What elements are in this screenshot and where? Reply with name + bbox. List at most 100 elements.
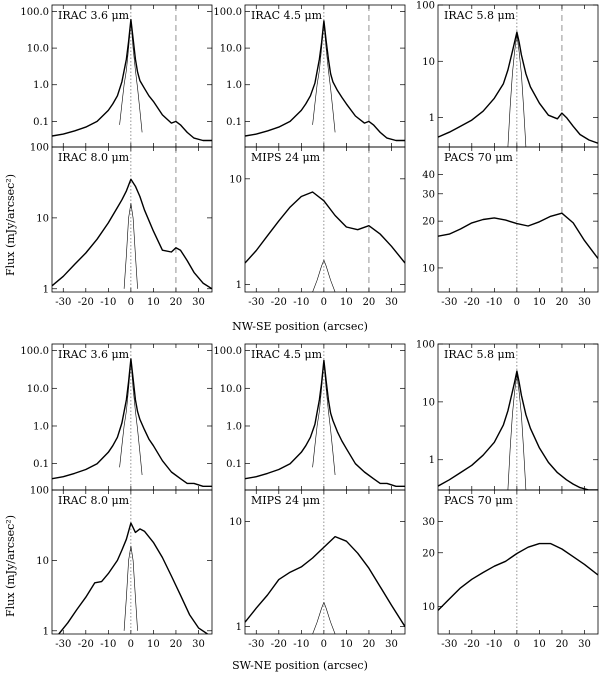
y-tick-label: 10	[422, 602, 435, 613]
x-tick-label: -30	[55, 639, 71, 650]
x-tick-label: -30	[248, 639, 264, 650]
psf-profile-line	[312, 602, 336, 634]
x-axis-label-nw-se: NW-SE position (arcsec)	[232, 320, 368, 333]
x-tick-label: -10	[293, 639, 309, 650]
panel-irac-3-6-m-sw-ne: 0.1 1.0 10.0 100.0 IRAC 3.6 μm	[20, 343, 213, 491]
panel-title: PACS 70 μm	[444, 494, 513, 507]
panel-irac-4-5-m-nw-se: 0.1 1.0 10.0 100.0 IRAC 4.5 μm	[213, 4, 406, 148]
y-tick-label: 0.1	[33, 117, 49, 128]
x-tick-label: 20	[556, 639, 569, 650]
x-tick-label: -30	[55, 297, 71, 308]
y-tick-label: 10	[36, 213, 49, 224]
y-tick-label: 1	[429, 455, 435, 466]
y-tick-label: 1	[43, 626, 49, 637]
x-tick-label: -20	[464, 297, 480, 308]
panel-title: IRAC 3.6 μm	[58, 9, 130, 22]
x-tick-label: 20	[363, 639, 376, 650]
y-tick-label: 10.0	[27, 384, 49, 395]
y-tick-label: 10.0	[220, 44, 242, 55]
psf-profile-line	[312, 361, 336, 476]
y-tick-label: 20	[422, 548, 435, 559]
panel-title: IRAC 4.5 μm	[251, 9, 323, 22]
panel-mips-24-m-nw-se: -30 -20 -10 0 10 20 30 1 10 MIPS 24 μm	[229, 146, 406, 308]
x-tick-label: -10	[100, 639, 116, 650]
panel-irac-8-0-m-nw-se: -30 -20 -10 0 10 20 30 1 10 100 IRAC 8.0 μm	[30, 143, 213, 308]
x-tick-label: 0	[321, 297, 327, 308]
source-profile-line	[438, 212, 598, 259]
panel-frame	[51, 146, 213, 293]
x-tick-label: 10	[147, 639, 160, 650]
panel-pacs-70-m-sw-ne: -30 -20 -10 0 10 20 30 10 20 30 PACS 70 μm	[422, 489, 599, 650]
y-tick-label: 10	[36, 556, 49, 567]
x-tick-label: 0	[514, 639, 520, 650]
source-profile-line	[52, 358, 212, 487]
x-tick-label: 0	[321, 639, 327, 650]
y-tick-label: 0.1	[226, 459, 242, 470]
panel-title: PACS 70 μm	[444, 151, 513, 164]
panel-irac-8-0-m-sw-ne: -30 -20 -10 0 10 20 30 1 10 100 IRAC 8.0 μm	[30, 486, 213, 650]
y-tick-label: 1	[236, 280, 242, 291]
y-tick-label: 100	[30, 143, 49, 154]
panel-mips-24-m-sw-ne: -30 -20 -10 0 10 20 30 1 10 MIPS 24 μm	[229, 489, 406, 650]
panel-irac-5-8-m-sw-ne: 1 10 100 IRAC 5.8 μm	[416, 340, 599, 491]
y-tick-label: 1.0	[33, 421, 49, 432]
panel-irac-5-8-m-nw-se: 1 10 100 IRAC 5.8 μm	[416, 1, 599, 148]
y-tick-label: 100	[30, 486, 49, 497]
y-tick-label: 1	[236, 622, 242, 633]
source-profile-line	[438, 370, 598, 490]
x-tick-label: -20	[464, 639, 480, 650]
psf-profile-line	[312, 259, 336, 292]
source-profile-line	[58, 522, 208, 634]
panel-frame	[244, 146, 406, 293]
y-tick-label: 100.0	[213, 346, 242, 357]
x-tick-label: 10	[533, 639, 546, 650]
y-tick-label: 100.0	[20, 346, 49, 357]
panel-title: IRAC 4.5 μm	[251, 348, 323, 361]
y-tick-label: 1.0	[33, 80, 49, 91]
panel-irac-3-6-m-nw-se: 0.1 1.0 10.0 100.0 IRAC 3.6 μm	[20, 4, 213, 148]
y-tick-label: 0.1	[33, 459, 49, 470]
x-tick-label: 10	[340, 639, 353, 650]
x-tick-label: 20	[170, 297, 183, 308]
panel-title: IRAC 5.8 μm	[444, 348, 516, 361]
panel-title: IRAC 8.0 μm	[58, 151, 130, 164]
panel-frame	[437, 489, 599, 635]
y-tick-label: 10	[422, 57, 435, 68]
source-profile-line	[438, 542, 598, 611]
psf-profile-line	[312, 22, 336, 133]
psf-profile-line	[507, 374, 527, 490]
x-tick-label: 0	[128, 639, 134, 650]
panel-title: IRAC 5.8 μm	[444, 9, 516, 22]
y-tick-label: 100	[416, 1, 435, 12]
panel-title: IRAC 3.6 μm	[58, 348, 130, 361]
x-tick-label: -20	[271, 297, 287, 308]
psf-profile-line	[119, 360, 143, 476]
psf-profile-line	[507, 34, 527, 147]
x-tick-label: 30	[192, 639, 205, 650]
y-tick-label: 100.0	[20, 7, 49, 18]
y-tick-label: 30	[422, 189, 435, 200]
panel-title: MIPS 24 μm	[251, 151, 321, 164]
y-tick-label: 10	[422, 397, 435, 408]
source-profile-line	[245, 20, 405, 142]
panel-pacs-70-m-nw-se: -30 -20 -10 0 10 20 30 10 20 30 40 PACS 70 μm	[422, 146, 599, 308]
x-axis-label-sw-ne: SW-NE position (arcsec)	[232, 659, 368, 672]
psf-profile-line	[123, 545, 138, 631]
y-axis-label-top: Flux (mJy/arcsec²)	[4, 174, 17, 276]
x-tick-label: 20	[556, 297, 569, 308]
x-tick-label: 30	[192, 297, 205, 308]
y-tick-label: 100.0	[213, 7, 242, 18]
y-tick-label: 10.0	[220, 384, 242, 395]
source-profile-line	[52, 178, 212, 290]
x-tick-label: 30	[385, 297, 398, 308]
y-tick-label: 1.0	[226, 80, 242, 91]
source-profile-line	[245, 535, 405, 627]
panel-frame	[244, 489, 406, 635]
panel-title: IRAC 8.0 μm	[58, 494, 130, 507]
x-tick-label: 0	[514, 297, 520, 308]
x-tick-label: 0	[128, 297, 134, 308]
x-tick-label: -10	[486, 639, 502, 650]
y-tick-label: 10	[229, 174, 242, 185]
